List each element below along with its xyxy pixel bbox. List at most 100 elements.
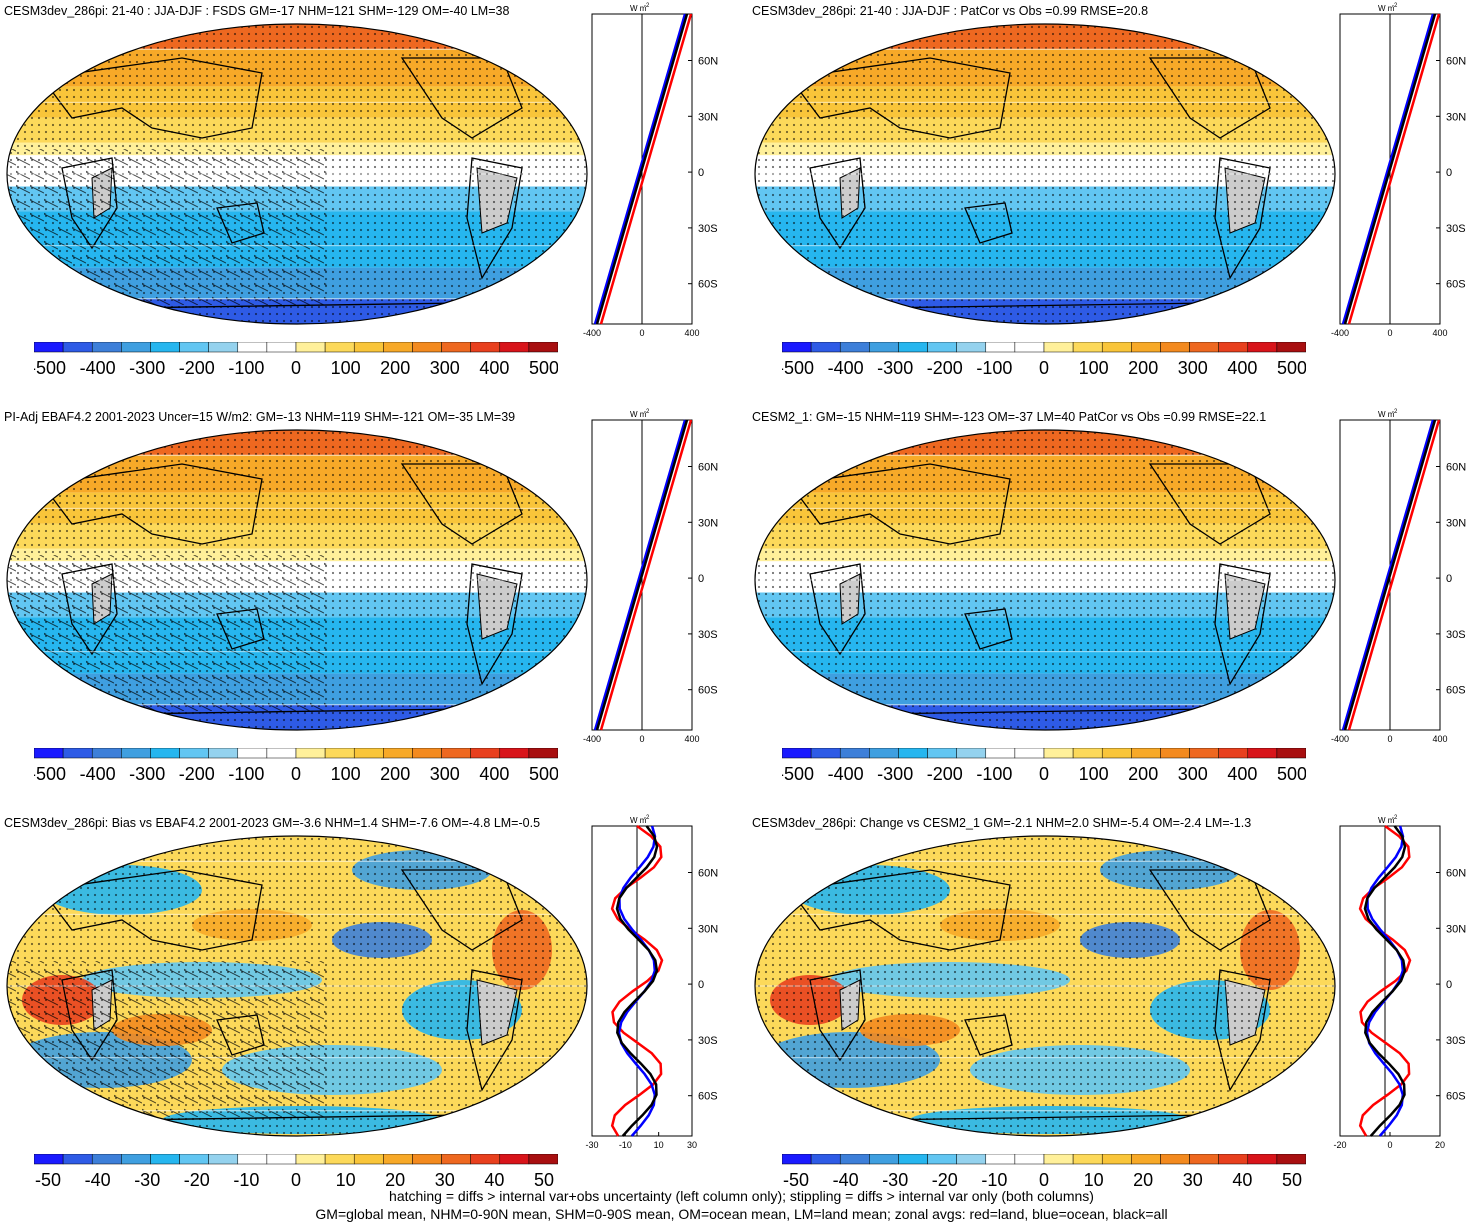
colorbar-swatch <box>34 1154 64 1165</box>
colorbar-swatch <box>1160 1154 1190 1165</box>
panel-title: PI-Adj EBAF4.2 2001-2023 Uncer=15 W/m2: … <box>4 410 516 424</box>
colorbar-swatch <box>956 342 987 353</box>
zonal-unit-exponent: -2 <box>1392 3 1398 9</box>
x-tick-label: 30 <box>687 1140 697 1150</box>
colorbar-swatch <box>1276 748 1306 759</box>
colorbar-label: 400 <box>1227 764 1257 784</box>
colorbar-swatch <box>499 1154 530 1165</box>
lat-label: 0 <box>1446 573 1452 585</box>
x-tick-label: 0 <box>1387 1140 1392 1150</box>
colorbar-label: 500 <box>529 358 558 378</box>
colorbar-swatch <box>1160 342 1190 353</box>
colorbar: -50 -40 -30 -20 -10 0 10 20 30 40 50 <box>34 1154 558 1190</box>
colorbar-swatch <box>34 342 64 353</box>
colorbar-label: 100 <box>331 764 361 784</box>
colorbar-label: -300 <box>877 358 913 378</box>
panel-title: CESM2_1: GM=-15 NHM=119 SHM=-123 OM=-37 … <box>752 410 1267 424</box>
colorbar-swatch <box>295 748 326 759</box>
colorbar-swatch <box>782 748 812 759</box>
zonal-all-curve <box>595 13 689 325</box>
colorbar-label: 200 <box>1128 764 1158 784</box>
colorbar-swatch <box>1189 748 1219 759</box>
colorbar-swatch <box>208 1154 239 1165</box>
colorbar-label: 40 <box>484 1170 504 1190</box>
colorbar-label: 300 <box>430 764 460 784</box>
colorbar-swatch <box>62 342 93 353</box>
colorbar-swatch <box>412 342 442 353</box>
colorbar-swatch <box>208 342 239 353</box>
colorbar-label: -20 <box>184 1170 210 1190</box>
lat-label: 30N <box>698 111 718 123</box>
colorbar-swatch <box>528 1154 558 1165</box>
colorbar-label: 0 <box>291 764 301 784</box>
colorbar-swatch <box>91 342 122 353</box>
zonal-unit-exponent: -2 <box>1392 815 1398 821</box>
colorbar-label: 100 <box>1079 764 1109 784</box>
zonal-unit: W m <box>1378 816 1395 825</box>
panel-5: CESM3dev_286pi: Bias vs EBAF4.2 2001-202… <box>0 814 740 1222</box>
colorbar-swatch <box>869 748 899 759</box>
colorbar-swatch <box>956 748 987 759</box>
colorbar-label: 30 <box>1183 1170 1203 1190</box>
map <box>754 23 1336 325</box>
colorbar-swatch <box>62 1154 93 1165</box>
colorbar-swatch <box>150 342 180 353</box>
colorbar-swatch <box>412 748 442 759</box>
panel-title: CESM3dev_286pi: 21-40 : JJA-DJF : FSDS G… <box>4 4 510 18</box>
colorbar-label: -50 <box>35 1170 61 1190</box>
footnote-hatching: hatching = diffs > internal var+obs unce… <box>389 1188 1094 1204</box>
zonal-unit: W m <box>630 410 647 419</box>
zonal-average-plot: W m-2 -400 0 400 60N 30N 0 30S 60S <box>583 409 718 744</box>
colorbar-label: -30 <box>882 1170 908 1190</box>
x-tick-label: 400 <box>1432 734 1447 744</box>
x-tick-label: -400 <box>583 328 601 338</box>
zonal-land-curve <box>599 13 693 325</box>
lat-label: 30S <box>1446 629 1466 641</box>
zonal-ocean-curve <box>1341 13 1435 325</box>
colorbar-swatch <box>810 1154 841 1165</box>
colorbar-label: -500 <box>34 358 66 378</box>
colorbar-label: -400 <box>80 764 116 784</box>
colorbar-swatch <box>839 748 870 759</box>
lat-label: 60N <box>698 56 718 68</box>
lat-label: 60N <box>1446 56 1466 68</box>
colorbar-label: -30 <box>134 1170 160 1190</box>
panel-title: CESM3dev_286pi: Bias vs EBAF4.2 2001-202… <box>4 816 541 830</box>
colorbar-label: -100 <box>228 358 264 378</box>
colorbar-swatch <box>499 342 530 353</box>
colorbar-label: 500 <box>529 764 558 784</box>
colorbar-swatch <box>91 748 122 759</box>
colorbar-swatch <box>1218 342 1249 353</box>
colorbar-swatch <box>1247 342 1278 353</box>
colorbar-swatch <box>121 1154 151 1165</box>
map <box>754 835 1336 1137</box>
colorbar-swatch <box>898 342 928 353</box>
lat-label: 30N <box>698 517 718 529</box>
colorbar: -500 -400 -300 -200 -100 0 100 200 300 400 500 <box>34 342 558 378</box>
lat-label: 60S <box>698 279 718 291</box>
colorbar-swatch <box>1043 748 1074 759</box>
colorbar-label: -400 <box>828 358 864 378</box>
colorbar-swatch <box>412 1154 442 1165</box>
colorbar-label: 400 <box>479 358 509 378</box>
colorbar-swatch <box>237 1154 268 1165</box>
colorbar-label: -200 <box>927 764 963 784</box>
lat-label: 0 <box>698 979 704 991</box>
colorbar-swatch <box>237 748 268 759</box>
lat-label: 30S <box>698 223 718 235</box>
lat-label: 30N <box>698 923 718 935</box>
zonal-all-curve <box>1343 13 1437 325</box>
colorbar-swatch <box>1043 342 1074 353</box>
colorbar-label: -50 <box>783 1170 809 1190</box>
colorbar-label: -300 <box>129 358 165 378</box>
colorbar-swatch <box>499 748 530 759</box>
colorbar-swatch <box>1101 748 1132 759</box>
colorbar-swatch <box>266 748 297 759</box>
zonal-land-curve <box>610 824 664 1137</box>
lat-label: 30N <box>1446 923 1466 935</box>
colorbar-label: -500 <box>782 764 814 784</box>
lat-label: 30S <box>698 629 718 641</box>
zonal-ocean-curve <box>593 419 687 731</box>
x-tick-label: 0 <box>1387 734 1392 744</box>
colorbar-swatch <box>985 748 1016 759</box>
